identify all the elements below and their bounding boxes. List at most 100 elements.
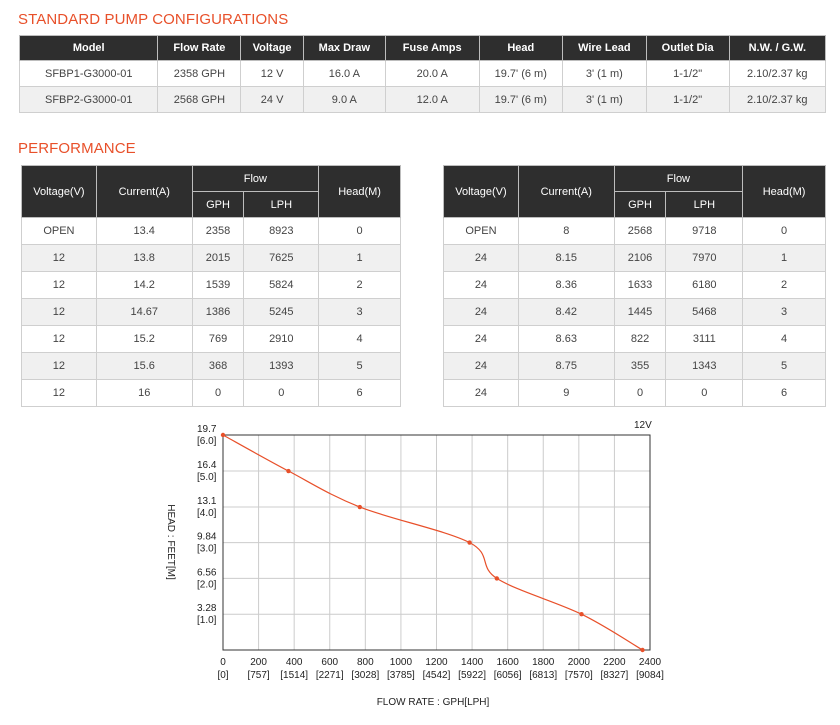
table-cell: 3 (318, 298, 401, 326)
table-cell: 7970 (665, 244, 744, 272)
table-cell: 12 (21, 352, 97, 380)
x-tick-label-secondary: [6813] (529, 670, 557, 681)
col-current: Current(A) (95, 165, 193, 218)
col-max-draw: Max Draw (302, 35, 386, 61)
table-row: 12 14.67 1386 5245 3 (21, 298, 401, 326)
table-cell: 14.67 (95, 298, 193, 326)
y-tick-label: 19.7 (197, 424, 217, 435)
table-row: 24 8.75 355 1343 5 (443, 352, 826, 380)
table-row: OPEN 8 2568 9718 0 (443, 217, 826, 245)
table-row: OPEN 13.4 2358 8923 0 (21, 217, 401, 245)
table-cell: 2.10/2.37 kg (728, 86, 827, 113)
table-cell: 19.7' (6 m) (478, 86, 563, 113)
table-row: 24 8.36 1633 6180 2 (443, 271, 826, 299)
table-cell: 5 (742, 352, 826, 380)
table-row: 12 16 0 0 6 (21, 379, 401, 407)
col-head: Head(M) (742, 165, 826, 218)
table-cell: 2 (742, 271, 826, 299)
table-cell: 24 (443, 244, 519, 272)
table-cell: 2015 (191, 244, 245, 272)
x-tick-label: 1600 (497, 657, 520, 668)
table-cell: 1 (742, 244, 826, 272)
table-cell: 20.0 A (384, 60, 480, 87)
y-tick-label: 16.4 (197, 460, 217, 471)
x-tick-label: 2200 (603, 657, 626, 668)
x-tick-label: 1400 (461, 657, 484, 668)
y-tick-label-secondary: [6.0] (197, 436, 217, 447)
table-cell: 2 (318, 271, 401, 299)
table-cell: 1-1/2" (645, 86, 730, 113)
col-flow: Flow (613, 165, 744, 192)
table-cell: 3' (1 m) (561, 60, 647, 87)
table-cell: 24 (443, 352, 519, 380)
x-tick-label: 600 (321, 657, 338, 668)
table-cell: OPEN (443, 217, 519, 245)
table-cell: SFBP2-G3000-01 (18, 86, 159, 113)
x-tick-label-secondary: [1514] (280, 670, 308, 681)
performance-table-24v: Voltage(V) Current(A) Flow Head(M) GPH L… (443, 165, 826, 407)
table-cell: 1386 (191, 298, 245, 326)
table-cell: 6180 (665, 271, 744, 299)
y-tick-label-secondary: [3.0] (197, 544, 217, 555)
table-row: 12 14.2 1539 5824 2 (21, 271, 401, 299)
data-point (467, 540, 472, 545)
table-cell: 5468 (665, 298, 744, 326)
table-cell: 8.15 (517, 244, 615, 272)
data-point (220, 432, 226, 438)
col-head: Head (478, 35, 563, 61)
col-voltage: Voltage(V) (21, 165, 97, 218)
table-cell: 1633 (613, 271, 667, 299)
x-tick-label: 400 (286, 657, 303, 668)
y-tick-label-secondary: [1.0] (197, 615, 217, 626)
table-cell: 13.4 (95, 217, 193, 245)
table-cell: 0 (318, 217, 401, 245)
x-tick-label: 0 (220, 657, 226, 668)
table-cell: 1 (318, 244, 401, 272)
col-voltage: Voltage (240, 35, 304, 61)
config-header-row: Model Flow Rate Voltage Max Draw Fuse Am… (18, 35, 827, 61)
table-cell: 8923 (243, 217, 320, 245)
y-tick-label: 9.84 (197, 532, 217, 543)
table-cell: 9 (517, 379, 615, 407)
table-cell: 0 (742, 217, 826, 245)
chart-xlabel: FLOW RATE : GPH[LPH] (377, 697, 490, 708)
chart-title: 12V (634, 420, 652, 431)
table-cell: 0 (191, 379, 245, 407)
table-cell: 14.2 (95, 271, 193, 299)
table-cell: 16 (95, 379, 193, 407)
table-row: 12 13.8 2015 7625 1 (21, 244, 401, 272)
x-tick-label: 200 (250, 657, 267, 668)
table-cell: 24 (443, 298, 519, 326)
table-cell: 0 (665, 379, 744, 407)
table-cell: 2.10/2.37 kg (728, 60, 827, 87)
performance-table-12v: Voltage(V) Current(A) Flow Head(M) GPH L… (21, 165, 401, 407)
table-row: 24 9 0 0 6 (443, 379, 826, 407)
table-cell: 1393 (243, 352, 320, 380)
table-cell: 3' (1 m) (561, 86, 647, 113)
table-cell: 4 (318, 325, 401, 353)
chart-ylabel: HEAD : FEET[M] (165, 504, 176, 580)
table-cell: 9718 (665, 217, 744, 245)
table-cell: 12 (21, 379, 97, 407)
col-lph: LPH (243, 191, 320, 218)
data-point (579, 612, 584, 617)
table-cell: 3111 (665, 325, 744, 353)
table-cell: 24 (443, 325, 519, 353)
table-cell: 12 (21, 325, 97, 353)
x-tick-label: 1200 (425, 657, 448, 668)
x-tick-label: 1800 (532, 657, 555, 668)
table-cell: 8.36 (517, 271, 615, 299)
data-point (494, 576, 500, 581)
col-wire-lead: Wire Lead (561, 35, 647, 61)
table-cell: 1-1/2" (645, 60, 730, 87)
x-tick-label-secondary: [0] (217, 670, 228, 681)
table-cell: 19.7' (6 m) (478, 60, 563, 87)
col-weight: N.W. / G.W. (728, 35, 827, 61)
performance-title: PERFORMANCE (18, 140, 136, 157)
y-tick-label-secondary: [5.0] (197, 472, 217, 483)
table-cell: 0 (613, 379, 667, 407)
col-fuse-amps: Fuse Amps (384, 35, 480, 61)
col-model: Model (18, 35, 159, 61)
col-head: Head(M) (318, 165, 401, 218)
table-cell: 8.75 (517, 352, 615, 380)
